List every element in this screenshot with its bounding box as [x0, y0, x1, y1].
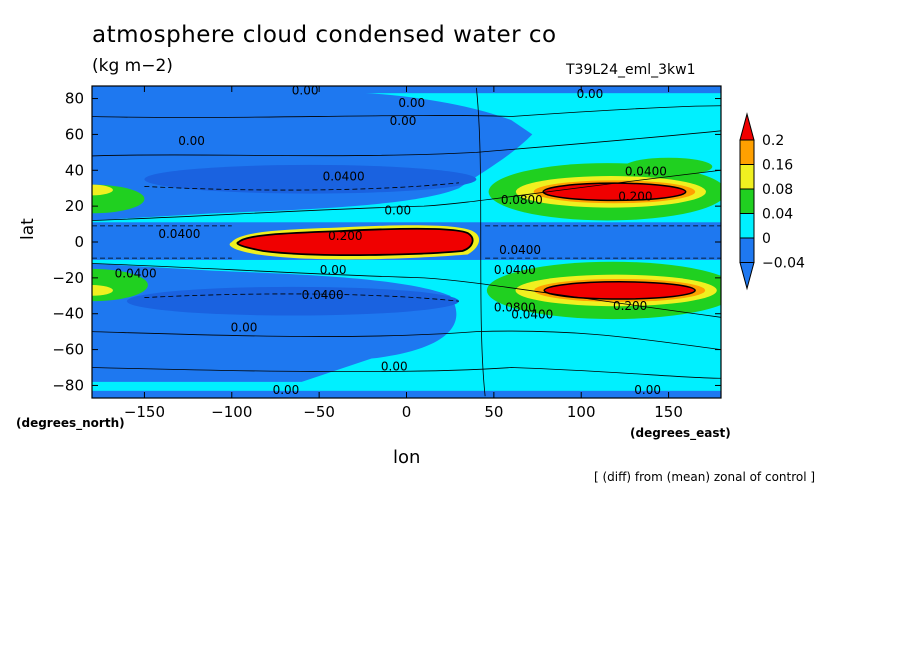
contour-label-5: 0.00 — [178, 134, 205, 148]
colorbar-segment-1 — [739, 139, 755, 165]
field-equatorial-red — [236, 227, 474, 256]
run-id: T39L24_eml_3kw1 — [566, 62, 696, 78]
colorbar-label-5: 0 — [762, 231, 771, 247]
colorbar-segment-4 — [739, 213, 755, 239]
colorbar-label-4: 0.04 — [762, 207, 793, 223]
contour-label-19: 0.0800 — [494, 301, 536, 315]
y-tick-label-4: 20 — [65, 197, 84, 215]
contour-line-1 — [92, 169, 721, 221]
y-axis-caption: (degrees_north) — [16, 416, 125, 430]
y-tick-label-9: −80 — [52, 376, 84, 394]
contour-label-16: 0.0400 — [494, 263, 536, 277]
contour-label-24: 0.00 — [634, 383, 661, 397]
contour-label-9: 0.0800 — [501, 193, 543, 207]
contour-label-3: 0.00 — [390, 114, 417, 128]
contour-label-12: 0.200 — [328, 229, 362, 243]
field-north-red — [542, 182, 687, 202]
contour-label-10: 0.00 — [384, 204, 411, 218]
field-south-core — [126, 286, 459, 316]
y-tick-label-2: 60 — [65, 125, 84, 143]
x-tick-label-5: 50 — [484, 403, 503, 421]
contour-label-4: 0.00 — [577, 87, 604, 101]
contour-line-2 — [92, 263, 721, 318]
contour-label-21: 0.00 — [231, 320, 258, 334]
colorbar-label-6: −0.04 — [762, 256, 805, 272]
contour-label-14: 0.0400 — [115, 266, 157, 280]
x-tick-label-4: 0 — [402, 403, 412, 421]
field-south-red — [543, 281, 696, 300]
colorbar-label-3: 0.08 — [762, 182, 793, 198]
contour-label-6: 0.0400 — [323, 170, 365, 184]
contour-line-4 — [92, 330, 721, 350]
colorbar-label-1: 0.2 — [762, 133, 784, 149]
chart-title: atmosphere cloud condensed water co — [92, 22, 557, 48]
colorbar-bottom-triangle — [739, 262, 755, 291]
colorbar-segment-3 — [739, 188, 755, 214]
contour-label-23: 0.00 — [273, 383, 300, 397]
colorbar-label-2: 0.16 — [762, 158, 793, 174]
contour-label-15: 0.00 — [320, 263, 347, 277]
x-tick-label-2: −100 — [211, 403, 252, 421]
x-tick-label-1: −150 — [124, 403, 165, 421]
field-west-yellow-north — [92, 184, 113, 196]
contour-line-7 — [475, 87, 486, 397]
contour-dashed-1 — [144, 182, 459, 191]
contour-label-22: 0.00 — [381, 360, 408, 374]
x-axis-label: lon — [393, 447, 421, 468]
x-tick-label-3: −50 — [303, 403, 335, 421]
y-tick-label-3: 40 — [65, 161, 84, 179]
contour-line-3 — [92, 130, 721, 157]
x-axis-caption: (degrees_east) — [630, 426, 731, 440]
x-tick-label-7: 150 — [654, 403, 683, 421]
contour-label-2: 0.00 — [398, 96, 425, 110]
chart-units: (kg m−2) — [92, 56, 173, 76]
colorbar-segment-5 — [739, 237, 755, 263]
y-tick-label-6: −20 — [52, 269, 84, 287]
contour-label-11: 0.0400 — [158, 227, 200, 241]
contour-dashed-2 — [144, 293, 459, 302]
contour-label-13: 0.0400 — [499, 243, 541, 257]
contour-label-1: 0.00 — [292, 84, 319, 98]
colorbar-top-triangle — [739, 112, 755, 141]
contour-line-5 — [92, 105, 721, 118]
y-tick-label-1: 80 — [65, 90, 84, 108]
y-axis-label: lat — [18, 218, 38, 240]
y-tick-label-5: 0 — [74, 233, 84, 251]
x-tick-label-6: 100 — [567, 403, 596, 421]
field-west-yellow-south — [92, 285, 113, 296]
y-tick-label-7: −40 — [52, 305, 84, 323]
contour-label-18: 0.200 — [613, 299, 647, 313]
contour-label-20: 0.0400 — [511, 308, 553, 322]
colorbar-segment-2 — [739, 164, 755, 190]
contour-label-17: 0.0400 — [302, 288, 344, 302]
field-north-core — [144, 164, 477, 194]
footnote: [ (diff) from (mean) zonal of control ] — [594, 470, 816, 484]
contour-label-7: 0.0400 — [625, 164, 667, 178]
contour-label-8: 0.200 — [618, 189, 652, 203]
field-north-green-tail — [624, 157, 713, 176]
contour-line-6 — [92, 367, 721, 379]
y-tick-label-8: −60 — [52, 341, 84, 359]
